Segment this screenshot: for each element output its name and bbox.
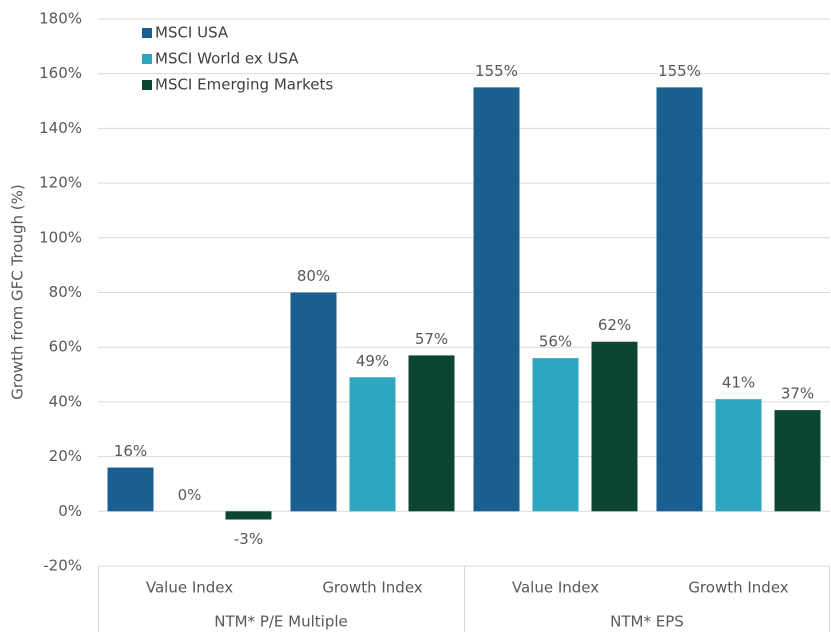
value-label: 57% (415, 330, 448, 348)
bar (715, 399, 762, 512)
y-tick-label: 80% (49, 283, 82, 301)
group-label: NTM* P/E Multiple (214, 613, 348, 631)
bar (107, 467, 154, 512)
y-tick-label: 100% (39, 228, 82, 246)
legend-swatch (142, 28, 152, 38)
bar (532, 358, 579, 512)
bar (349, 377, 396, 512)
value-label: 0% (178, 486, 202, 504)
group-label: NTM* EPS (610, 613, 684, 631)
legend-swatch (142, 80, 152, 90)
legend-label: MSCI Emerging Markets (155, 76, 333, 94)
bar (591, 341, 638, 512)
bar (656, 87, 703, 512)
y-tick-label: 180% (39, 10, 82, 28)
bar (225, 511, 272, 520)
value-label: 155% (658, 62, 701, 80)
value-label: 49% (356, 352, 389, 370)
value-label: 155% (475, 62, 518, 80)
bar (774, 410, 821, 512)
value-label: -3% (234, 530, 263, 548)
value-label: 62% (598, 316, 631, 334)
legend-swatch (142, 54, 152, 64)
bar (408, 355, 455, 512)
value-label: 37% (781, 385, 814, 403)
y-tick-label: 160% (39, 64, 82, 82)
y-tick-label: 40% (49, 392, 82, 410)
x-tick-label: Growth Index (322, 579, 422, 597)
legend-label: MSCI USA (155, 24, 229, 42)
y-tick-label: 120% (39, 174, 82, 192)
y-tick-label: 20% (49, 447, 82, 465)
y-axis-label: Growth from GFC Trough (%) (9, 184, 27, 399)
y-tick-label: 60% (49, 338, 82, 356)
value-label: 16% (114, 442, 147, 460)
bar (473, 87, 520, 512)
y-tick-label: 0% (58, 502, 82, 520)
x-tick-label: Value Index (512, 579, 599, 597)
x-tick-label: Growth Index (688, 579, 788, 597)
value-label: 41% (722, 374, 755, 392)
bar (290, 292, 337, 512)
value-label: 56% (539, 333, 572, 351)
x-tick-label: Value Index (146, 579, 233, 597)
value-label: 80% (297, 267, 330, 285)
y-tick-label: -20% (43, 557, 82, 575)
legend-label: MSCI World ex USA (155, 50, 299, 68)
y-tick-label: 140% (39, 119, 82, 137)
